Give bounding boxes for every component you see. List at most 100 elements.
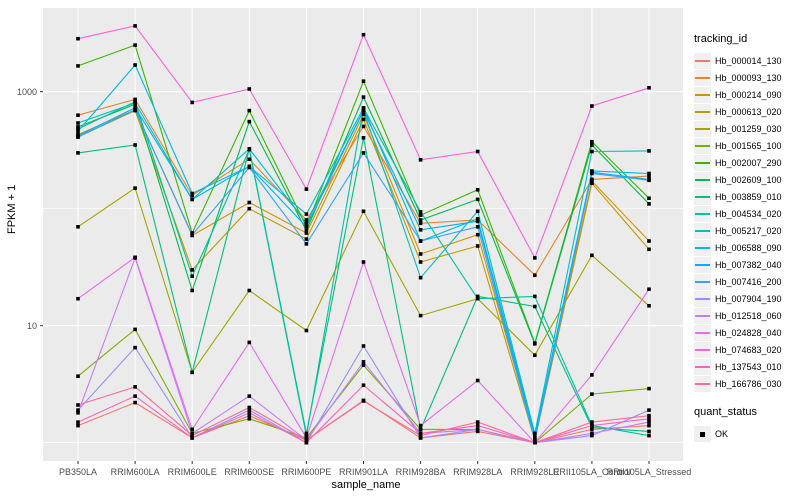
data-point	[475, 420, 480, 424]
legend-key-swatch	[694, 324, 711, 341]
data-point	[190, 370, 194, 375]
data-point	[418, 252, 423, 256]
legend-item-label: Hb_074683_020	[715, 344, 782, 355]
data-point	[533, 342, 537, 346]
legend-item-label: Hb_137543_010	[715, 361, 782, 372]
data-point	[361, 32, 366, 37]
legend-item-label: Hb_166786_030	[715, 378, 782, 389]
data-point	[475, 217, 480, 221]
data-point	[418, 210, 423, 214]
legend-item-Hb_000093_130: Hb_000093_130	[694, 69, 800, 86]
data-point	[647, 174, 651, 178]
data-point	[418, 221, 423, 226]
legend-item-label: Hb_000214_090	[715, 89, 782, 100]
legend-item-Hb_007904_190: Hb_007904_190	[694, 290, 800, 307]
data-point	[133, 345, 137, 350]
data-point	[533, 256, 537, 260]
data-point	[247, 408, 252, 412]
data-point	[304, 237, 309, 241]
legend-key-swatch	[694, 222, 711, 239]
data-point	[475, 429, 480, 434]
x-tick-label: RRIM600PE	[281, 467, 332, 477]
data-point	[418, 213, 423, 217]
data-point	[475, 219, 480, 224]
data-point	[590, 104, 594, 108]
data-point	[361, 117, 366, 122]
data-point	[647, 202, 651, 206]
data-point	[247, 413, 252, 418]
legend-key-swatch	[694, 86, 711, 103]
legend-key-swatch	[694, 137, 711, 154]
data-point	[418, 239, 423, 243]
x-tick-label: RRIM928LA	[453, 467, 503, 477]
data-point	[647, 247, 651, 252]
data-point	[133, 105, 137, 110]
legend: tracking_id Hb_000014_130 Hb_000093_130 Hb…	[694, 33, 800, 442]
data-point	[533, 294, 537, 299]
legend-item-Hb_024828_040: Hb_024828_040	[694, 324, 800, 341]
data-point	[133, 385, 137, 389]
data-point	[533, 438, 537, 442]
data-point	[190, 193, 194, 198]
legend-key-swatch	[694, 69, 711, 86]
data-point	[76, 296, 80, 301]
data-point	[475, 423, 480, 428]
data-point	[190, 197, 194, 202]
series-points-Hb_024828_040	[76, 255, 651, 445]
data-point	[247, 108, 252, 113]
legend-title-quant-status: quant_status	[694, 406, 757, 418]
legend-item-label: Hb_003859_010	[715, 191, 782, 202]
legend-item-Hb_001259_030: Hb_001259_030	[694, 120, 800, 137]
data-point	[76, 36, 80, 41]
data-point	[361, 124, 366, 129]
data-point	[647, 149, 651, 153]
legend-key-swatch	[694, 103, 711, 120]
data-point	[361, 360, 366, 364]
data-point	[304, 212, 309, 216]
legend-item-label: Hb_007382_040	[715, 259, 782, 270]
data-point	[533, 273, 537, 277]
data-point	[76, 225, 80, 229]
legend-item-Hb_012518_060: Hb_012518_060	[694, 307, 800, 324]
data-point	[247, 200, 252, 205]
quant-status-key-icon	[694, 425, 711, 442]
data-point	[361, 209, 366, 214]
data-point	[247, 119, 252, 124]
data-point	[190, 268, 194, 272]
series-points-Hb_074683_020	[76, 24, 651, 260]
legend-key-swatch	[694, 290, 711, 307]
data-point	[361, 344, 366, 348]
data-point	[247, 411, 252, 415]
data-point	[418, 433, 423, 438]
data-point	[590, 143, 594, 147]
data-point	[76, 64, 80, 68]
data-point	[76, 408, 80, 412]
data-point	[647, 171, 651, 176]
data-point	[533, 436, 537, 440]
data-point	[590, 420, 594, 424]
data-point	[590, 427, 594, 432]
data-point	[190, 274, 194, 278]
legend-item-Hb_005217_020: Hb_005217_020	[694, 222, 800, 239]
data-point	[418, 431, 423, 436]
data-point	[133, 108, 137, 112]
x-axis-title: sample_name	[331, 479, 401, 491]
x-tick-label: RRIM928LE	[510, 467, 560, 477]
legend-quant-status: quant_status OK	[694, 406, 800, 442]
legend-item-Hb_003859_010: Hb_003859_010	[694, 188, 800, 205]
data-point	[533, 433, 537, 438]
legend-title-tracking-id: tracking_id	[694, 33, 748, 45]
legend-item-label: Hb_002609_100	[715, 174, 782, 185]
data-point	[361, 108, 366, 113]
data-point	[76, 411, 80, 415]
data-point	[475, 427, 480, 432]
legend-item-label: OK	[715, 428, 729, 439]
legend-quant-items: OK	[694, 425, 800, 442]
data-point	[247, 87, 252, 91]
legend-key-swatch	[694, 188, 711, 205]
data-point	[76, 125, 80, 129]
legend-item-label: Hb_000613_020	[715, 106, 782, 117]
data-point	[76, 420, 80, 424]
legend-tracking-items: Hb_000014_130 Hb_000093_130 Hb_000214_090 H…	[694, 52, 800, 392]
